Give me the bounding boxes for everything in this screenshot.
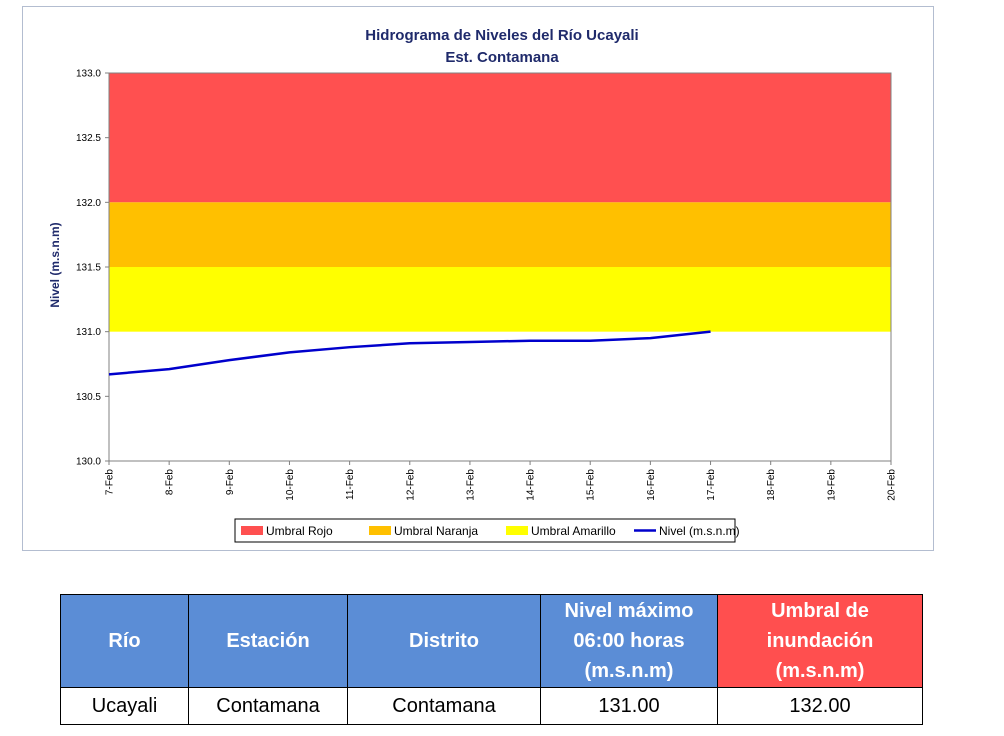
legend-label: Nivel (m.s.n.m) xyxy=(659,524,740,538)
x-tick-label: 9-Feb xyxy=(225,469,236,496)
header-nivel-maximo: Nivel máximo 06:00 horas (m.s.n.m) xyxy=(540,594,718,688)
header-nivel-line-3: (m.s.n.m) xyxy=(584,660,674,682)
legend-box xyxy=(234,518,736,543)
x-tick-label: 19-Feb xyxy=(826,469,837,501)
cell-rio: Ucayali xyxy=(60,687,189,725)
x-tick-label: 8-Feb xyxy=(165,469,176,496)
x-tick-label: 14-Feb xyxy=(526,469,537,501)
table-header-row: Río Estación Distrito Nivel máximo 06:00… xyxy=(60,594,923,688)
header-rio-line: Río xyxy=(108,630,141,652)
y-tick-label: 131.5 xyxy=(76,263,101,274)
header-umbral-line-3: (m.s.n.m) xyxy=(775,660,865,682)
x-tick-label: 20-Feb xyxy=(887,469,898,501)
chart-container: Hidrograma de Niveles del Río Ucayali Est… xyxy=(22,6,934,551)
y-tick-label: 130.5 xyxy=(76,392,101,403)
x-tick-label: 7-Feb xyxy=(105,469,116,496)
legend-label: Umbral Amarillo xyxy=(531,524,616,538)
legend-label: Umbral Naranja xyxy=(394,524,478,538)
series-line-nivel xyxy=(108,330,711,376)
y-tick-label: 131.0 xyxy=(76,327,101,338)
x-tick-label: 17-Feb xyxy=(706,469,717,501)
cell-estacion: Contamana xyxy=(188,687,348,725)
header-nivel-line-2: 06:00 horas xyxy=(573,630,685,652)
legend-swatch xyxy=(506,526,528,535)
y-tick-label: 130.0 xyxy=(76,457,101,468)
band-umbral-naranja xyxy=(109,202,891,267)
cell-umbral: 132.00 xyxy=(717,687,923,725)
x-tick-label: 18-Feb xyxy=(766,469,777,501)
cell-nivel-maximo: 131.00 xyxy=(540,687,718,725)
header-nivel-line-1: Nivel máximo xyxy=(564,600,694,622)
x-tick-label: 13-Feb xyxy=(465,469,476,501)
header-estacion-line: Estación xyxy=(226,630,310,652)
x-tick-label: 15-Feb xyxy=(586,469,597,501)
table-row: Ucayali Contamana Contamana 131.00 132.0… xyxy=(60,687,923,725)
y-tick-label: 133.0 xyxy=(76,69,101,80)
header-umbral-inundacion: Umbral de inundación (m.s.n.m) xyxy=(717,594,923,688)
hydrograph-chart: Hidrograma de Niveles del Río Ucayali Est… xyxy=(48,27,898,543)
x-tick-label: 16-Feb xyxy=(646,469,657,501)
chart-subtitle: Est. Contamana xyxy=(445,49,559,66)
x-tick-label: 10-Feb xyxy=(285,469,296,501)
legend-swatch xyxy=(241,526,263,535)
band-umbral-amarillo xyxy=(109,267,891,332)
header-umbral-line-1: Umbral de xyxy=(771,600,869,622)
header-distrito: Distrito xyxy=(347,594,541,688)
x-tick-label: 11-Feb xyxy=(345,469,356,500)
y-tick-label: 132.0 xyxy=(76,198,101,209)
y-axis-label: Nivel (m.s.n.m) xyxy=(48,222,62,307)
y-tick-label: 132.5 xyxy=(76,133,101,144)
summary-table: Río Estación Distrito Nivel máximo 06:00… xyxy=(60,594,923,725)
header-rio: Río xyxy=(60,594,189,688)
x-tick-label: 12-Feb xyxy=(405,469,416,501)
legend-label: Umbral Rojo xyxy=(266,524,333,538)
header-umbral-line-2: inundación xyxy=(766,630,874,652)
cell-distrito: Contamana xyxy=(347,687,541,725)
chart-title: Hidrograma de Niveles del Río Ucayali xyxy=(365,27,638,44)
header-distrito-line: Distrito xyxy=(409,630,479,652)
legend-swatch xyxy=(369,526,391,535)
header-estacion: Estación xyxy=(188,594,348,688)
band-umbral-rojo xyxy=(109,73,891,203)
